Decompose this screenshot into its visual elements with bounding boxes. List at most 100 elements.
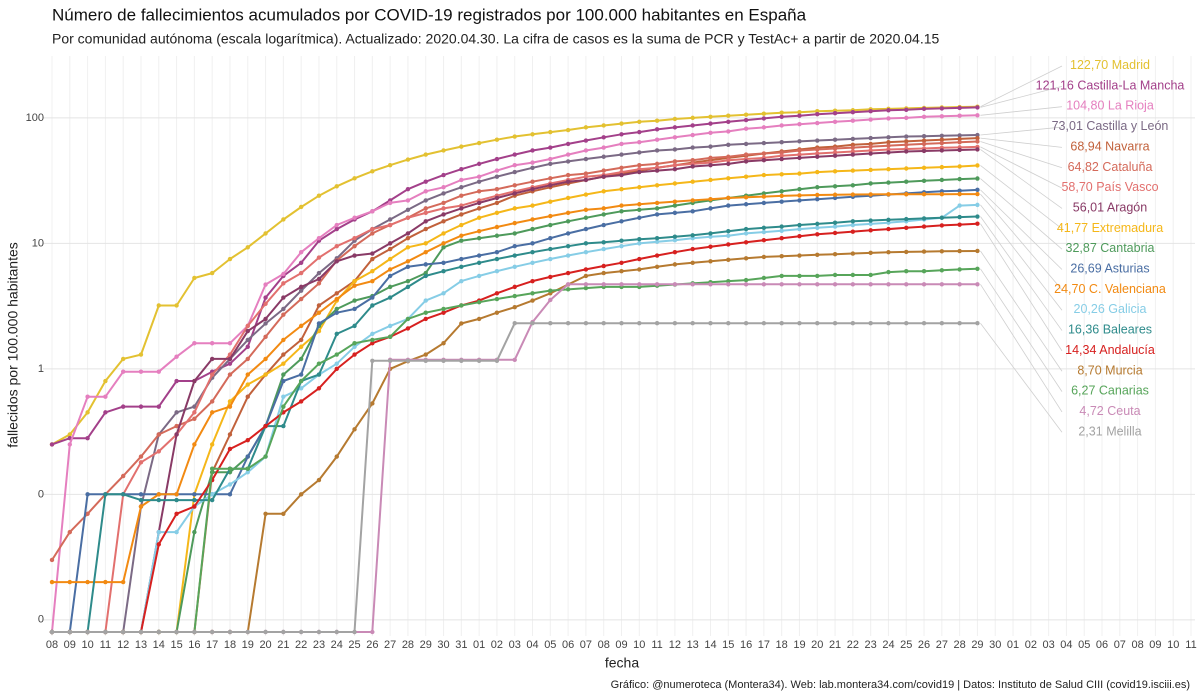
series-name: Asturias (1104, 262, 1149, 276)
data-point (583, 273, 589, 279)
data-point (530, 291, 535, 296)
data-point (779, 224, 784, 229)
data-point (441, 172, 446, 178)
x-tick-label: 13 (687, 639, 699, 651)
x-tick-label: 25 (900, 639, 912, 651)
data-point (672, 234, 678, 239)
data-point (512, 134, 517, 139)
x-tick-label: 26 (918, 639, 930, 651)
data-point (316, 361, 322, 366)
data-point (441, 231, 446, 236)
data-point (637, 321, 642, 326)
data-point (476, 206, 482, 211)
data-point (815, 221, 820, 227)
data-point (975, 187, 980, 193)
data-point (957, 214, 962, 220)
data-point (316, 629, 322, 635)
x-tick-label: 14 (153, 639, 165, 651)
end-value: 104,80 (1066, 99, 1104, 113)
data-point (423, 298, 428, 303)
data-point (850, 183, 856, 188)
data-point (850, 136, 856, 142)
data-point (868, 282, 873, 287)
data-point (263, 356, 268, 362)
data-point (939, 114, 945, 119)
data-point (209, 629, 215, 635)
data-point (405, 198, 411, 203)
data-point (708, 177, 713, 183)
data-point (281, 372, 286, 377)
data-point (726, 129, 731, 134)
data-point (85, 436, 90, 441)
data-point (583, 321, 589, 326)
x-tick-label: 06 (562, 639, 574, 651)
data-point (334, 310, 339, 315)
data-point (672, 199, 678, 204)
data-point (352, 283, 357, 288)
data-point (459, 264, 464, 270)
data-point (779, 114, 784, 119)
data-point (103, 410, 108, 415)
x-tick-label: 20 (259, 639, 271, 651)
data-point (174, 629, 179, 635)
data-point (548, 145, 553, 150)
data-point (85, 394, 90, 399)
data-point (174, 378, 179, 384)
data-point (494, 137, 500, 142)
data-point (352, 253, 357, 258)
x-tick-label: 04 (1060, 639, 1072, 651)
data-point (138, 504, 144, 509)
data-point (120, 356, 126, 362)
data-point (156, 629, 161, 635)
data-point (459, 233, 464, 238)
data-point (120, 404, 126, 409)
data-point (815, 225, 820, 231)
data-point (530, 165, 535, 171)
data-point (387, 162, 393, 168)
series-name: Canarias (1099, 384, 1149, 398)
data-point (245, 629, 250, 635)
data-point (512, 243, 517, 249)
data-point (494, 224, 500, 230)
data-point (654, 137, 660, 142)
data-point (512, 284, 517, 290)
data-point (815, 232, 820, 237)
data-point (672, 135, 678, 140)
data-point (423, 226, 428, 232)
x-tick-label: 29 (420, 639, 432, 651)
data-point (352, 176, 357, 181)
data-point (298, 356, 304, 362)
data-point (797, 122, 802, 127)
data-point (904, 321, 909, 326)
data-point (334, 296, 339, 302)
data-point (904, 225, 909, 231)
data-point (263, 629, 268, 635)
data-point (761, 200, 767, 206)
data-point (957, 105, 962, 111)
data-point (868, 167, 873, 173)
x-tick-label: 30 (437, 639, 449, 651)
x-tick-label: 09 (64, 639, 76, 651)
data-point (565, 231, 571, 236)
data-point (690, 157, 695, 163)
data-point (298, 284, 304, 290)
x-tick-label: 12 (117, 639, 129, 651)
data-point (815, 169, 820, 175)
data-point (761, 191, 767, 196)
data-point (708, 162, 713, 168)
x-tick-label: 21 (277, 639, 289, 651)
data-point (245, 454, 250, 459)
data-point (209, 442, 215, 447)
data-point (405, 207, 411, 213)
leader-line (980, 216, 1063, 331)
data-point (405, 259, 411, 264)
x-tick-label: 02 (491, 639, 503, 651)
data-point (548, 321, 553, 326)
data-point (120, 492, 126, 497)
end-value: 8,70 (1077, 364, 1101, 378)
data-point (103, 394, 108, 399)
data-point (815, 252, 820, 258)
data-point (672, 159, 678, 164)
x-tick-label: 31 (455, 639, 467, 651)
data-point (512, 220, 517, 226)
